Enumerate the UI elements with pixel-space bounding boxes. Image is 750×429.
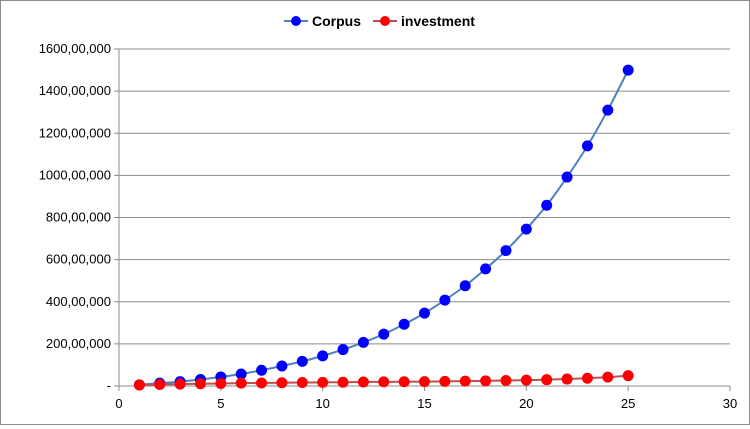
gridlines <box>119 48 730 345</box>
data-point-investment <box>378 376 390 388</box>
data-point-corpus <box>357 336 369 348</box>
data-point-corpus <box>337 344 349 356</box>
x-tick-label: 25 <box>621 396 635 411</box>
data-point-investment <box>317 376 329 388</box>
data-point-investment <box>235 377 247 389</box>
legend: Corpus investment <box>284 13 475 29</box>
data-point-investment <box>622 370 634 382</box>
data-point-investment <box>602 371 614 383</box>
data-point-corpus <box>480 263 492 275</box>
data-point-investment <box>581 372 593 384</box>
y-tick-label: 1400,00,000 <box>39 83 111 98</box>
data-point-investment <box>174 378 186 390</box>
data-point-corpus <box>520 223 532 235</box>
data-point-corpus <box>256 364 268 376</box>
x-tick-label: 10 <box>315 396 329 411</box>
data-point-investment <box>154 379 166 391</box>
y-tick-label: 800,00,000 <box>46 210 111 225</box>
data-point-investment <box>256 377 268 389</box>
data-point-corpus <box>398 318 410 330</box>
data-point-investment <box>480 375 492 387</box>
x-tick-label: 5 <box>217 396 224 411</box>
legend-marker-corpus <box>291 16 301 26</box>
data-point-corpus <box>622 64 634 76</box>
data-point-corpus <box>500 245 512 257</box>
data-point-corpus <box>459 280 471 292</box>
data-point-investment <box>357 376 369 388</box>
data-point-corpus <box>235 368 247 380</box>
data-point-corpus <box>419 307 430 319</box>
y-tick-label: 1000,00,000 <box>39 167 111 182</box>
y-tick-label: 400,00,000 <box>46 294 111 309</box>
data-point-corpus <box>602 104 614 116</box>
data-point-corpus <box>378 328 390 340</box>
data-point-corpus <box>439 294 451 306</box>
data-point-corpus <box>561 171 573 183</box>
x-tick-label: 30 <box>723 396 737 411</box>
x-tick-label: 0 <box>115 396 122 411</box>
data-point-investment <box>296 377 308 389</box>
data-point-investment <box>398 376 410 388</box>
data-point-investment <box>500 375 512 387</box>
data-point-investment <box>561 373 573 385</box>
data-point-investment <box>194 378 206 390</box>
data-point-corpus <box>581 140 593 152</box>
y-tick-label: 1600,00,000 <box>39 41 111 56</box>
data-point-investment <box>276 377 288 389</box>
data-point-corpus <box>276 360 288 372</box>
legend-label-investment: investment <box>401 13 475 29</box>
data-point-corpus <box>541 199 553 211</box>
data-point-corpus <box>296 355 308 367</box>
data-point-corpus <box>317 350 329 362</box>
series-points <box>133 64 634 391</box>
y-tick-label: - <box>107 378 111 393</box>
y-tick-label: 1200,00,000 <box>39 125 111 140</box>
data-point-investment <box>541 374 553 386</box>
data-point-investment <box>419 376 430 388</box>
x-tick-label: 20 <box>519 396 533 411</box>
data-point-investment <box>459 375 471 387</box>
data-point-investment <box>133 379 145 391</box>
y-tick-label: 600,00,000 <box>46 252 111 267</box>
y-tick-label: 200,00,000 <box>46 336 111 351</box>
data-point-investment <box>439 375 451 387</box>
data-point-investment <box>520 374 532 386</box>
x-tick-label: 15 <box>417 396 431 411</box>
x-axis-tick-labels: 0 5 10 15 20 25 30 <box>115 396 737 411</box>
y-axis-tick-labels: - 200,00,000 400,00,000 600,00,000 800,00,00… <box>39 41 111 393</box>
axes <box>114 48 731 391</box>
data-point-investment <box>337 376 349 388</box>
legend-label-corpus: Corpus <box>312 13 361 29</box>
legend-marker-investment <box>380 16 390 26</box>
data-point-investment <box>215 377 227 389</box>
